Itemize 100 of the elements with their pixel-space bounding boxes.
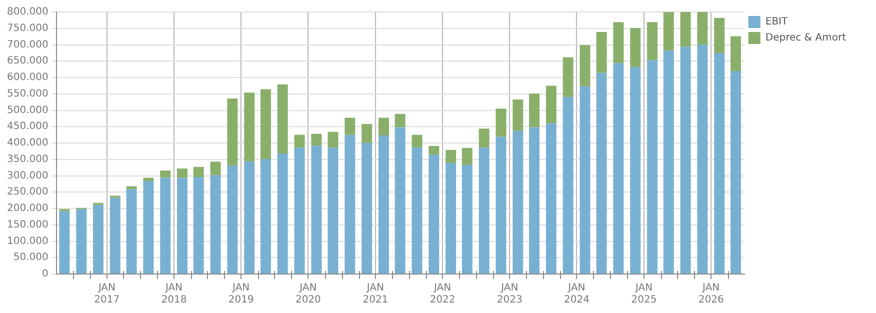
- bar: [328, 148, 338, 274]
- legend-label: Deprec & Amort: [765, 32, 846, 44]
- bar: [496, 136, 506, 274]
- bar: [697, 12, 708, 45]
- x-tick-label: JAN 2021: [362, 282, 388, 306]
- bar: [680, 12, 691, 47]
- y-tick-label: 0: [42, 268, 48, 280]
- bar: [177, 168, 188, 178]
- bar: [344, 118, 356, 135]
- y-tick-label: 500.000: [6, 104, 48, 116]
- y-tick-label: 800.000: [6, 6, 48, 18]
- bar: [647, 22, 658, 60]
- x-tick-label: JAN 2024: [564, 282, 590, 306]
- x-tick-label: JAN 2017: [94, 282, 120, 306]
- bar: [126, 186, 137, 190]
- bar: [462, 164, 472, 274]
- bar: [647, 60, 658, 274]
- bar: [730, 36, 741, 71]
- bar: [110, 198, 120, 274]
- bar: [562, 57, 574, 98]
- y-tick-label: 450.000: [6, 121, 48, 132]
- bar: [93, 204, 104, 274]
- bar: [428, 146, 440, 155]
- bar: [311, 134, 322, 146]
- bar: [446, 162, 456, 274]
- bar: [260, 89, 271, 160]
- bar: [76, 209, 87, 274]
- bar: [362, 124, 372, 143]
- y-tick-label: 600.000: [6, 72, 48, 84]
- bar: [596, 32, 607, 73]
- bar: [177, 178, 188, 274]
- bar: [344, 134, 356, 274]
- bar: [227, 166, 238, 274]
- bar: [697, 44, 708, 274]
- bar: [412, 148, 422, 274]
- bar: [478, 128, 490, 148]
- y-tick-label: 750.000: [6, 22, 48, 34]
- bar: [580, 45, 590, 86]
- bar: [160, 178, 171, 274]
- bar: [126, 189, 137, 274]
- bar: [478, 148, 490, 274]
- bar: [680, 46, 691, 274]
- bar: [613, 63, 624, 274]
- bar: [512, 99, 524, 131]
- bar: [562, 97, 574, 274]
- bar: [193, 166, 204, 178]
- bar: [143, 180, 154, 274]
- bar: [529, 127, 540, 274]
- bar: [730, 70, 741, 274]
- x-tick-label: JAN 2025: [631, 282, 657, 306]
- x-tick-label: JAN 2019: [228, 282, 254, 306]
- x-tick-label: JAN 2026: [698, 282, 724, 306]
- bar: [462, 148, 472, 165]
- bar: [143, 178, 154, 181]
- bar: [529, 94, 540, 128]
- bar: [546, 123, 556, 274]
- bar: [546, 86, 556, 124]
- y-tick-label: 700.000: [6, 39, 48, 50]
- bar: [412, 134, 422, 148]
- bar: [244, 162, 255, 274]
- bar: [580, 86, 590, 274]
- bar: [378, 118, 389, 136]
- bar: [596, 72, 607, 274]
- bar: [193, 177, 204, 274]
- bar: [227, 98, 238, 166]
- bar: [311, 146, 322, 274]
- bar: [428, 154, 440, 274]
- y-tick-label: 400.000: [6, 138, 48, 149]
- y-tick-label: 250.000: [6, 186, 48, 198]
- bar: [294, 134, 305, 148]
- bar: [512, 130, 524, 274]
- bar: [210, 175, 221, 274]
- x-tick-label: JAN 2018: [161, 282, 187, 306]
- bar: [613, 22, 624, 64]
- bar: [446, 150, 456, 163]
- bar: [59, 211, 70, 274]
- bar: [394, 114, 406, 128]
- bar: [277, 84, 288, 154]
- y-tick-label: 350.000: [6, 154, 48, 165]
- x-tick-label: JAN 2022: [430, 282, 456, 306]
- y-tick-label: 200.000: [6, 203, 48, 214]
- bar: [244, 92, 255, 162]
- bar: [378, 135, 389, 274]
- bar: [663, 12, 674, 50]
- x-tick-label: JAN 2020: [295, 282, 321, 306]
- bar: [160, 170, 171, 178]
- y-tick-label: 50.000: [13, 252, 48, 264]
- bar: [362, 143, 372, 274]
- bar: [294, 148, 305, 274]
- bar: [328, 132, 338, 148]
- y-tick-label: 300.000: [6, 170, 48, 182]
- bar: [630, 28, 641, 68]
- bar: [260, 159, 271, 274]
- bar: [630, 67, 641, 274]
- bar: [496, 108, 506, 137]
- bar: [210, 162, 221, 176]
- bar: [394, 127, 406, 274]
- legend-label: EBIT: [765, 16, 788, 28]
- y-tick-label: 100.000: [6, 236, 48, 247]
- y-tick-label: 650.000: [6, 56, 48, 67]
